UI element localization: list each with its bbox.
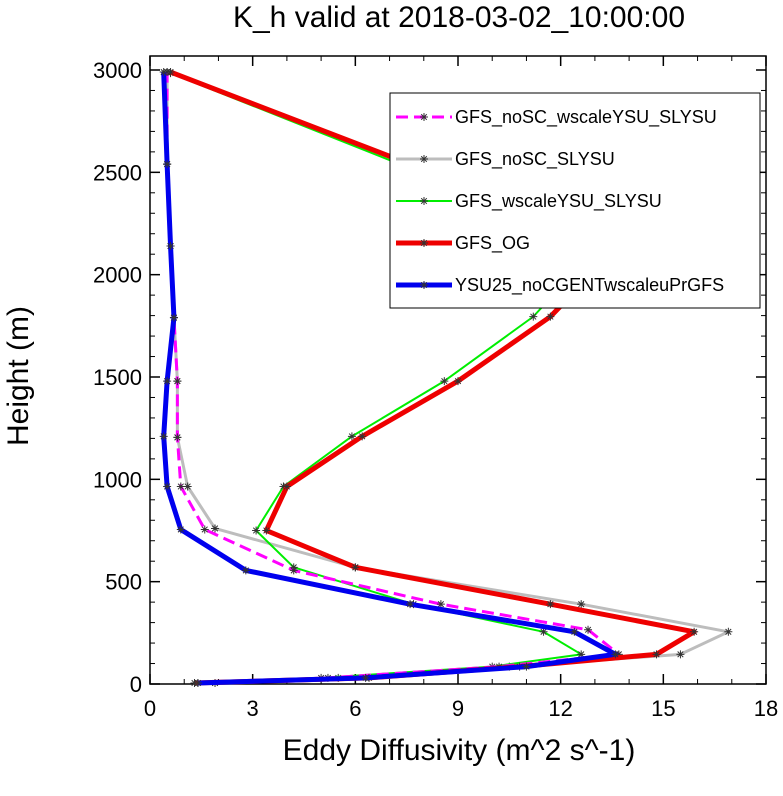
series-marker xyxy=(166,242,175,251)
series-marker xyxy=(546,600,555,609)
y-axis-title: Height (m) xyxy=(2,306,35,446)
y-tick-label: 500 xyxy=(105,570,142,595)
series-marker xyxy=(173,377,182,386)
series-marker xyxy=(163,160,172,169)
series-marker xyxy=(176,482,185,491)
series-marker xyxy=(361,673,370,682)
series-marker xyxy=(262,526,271,535)
series-marker xyxy=(690,627,699,636)
series-marker xyxy=(358,432,367,441)
legend-label: GFS_OG xyxy=(455,233,530,254)
legend-marker xyxy=(420,281,428,289)
x-axis-ticks: 0 3 6 9 12 15 18 xyxy=(144,56,778,721)
y-tick-label: 1500 xyxy=(93,365,142,390)
legend-marker xyxy=(420,155,428,163)
series-marker xyxy=(522,662,531,671)
x-tick-label: 0 xyxy=(144,696,156,721)
x-tick-label: 3 xyxy=(247,696,259,721)
series-marker xyxy=(193,678,202,687)
series-marker xyxy=(676,650,685,659)
series-marker xyxy=(584,625,593,634)
series-marker xyxy=(282,482,291,491)
legend: GFS_noSC_wscaleYSU_SLYSU GFS_noSC_SLYSU GF… xyxy=(389,92,761,309)
x-tick-label: 15 xyxy=(651,696,675,721)
series-marker xyxy=(406,600,415,609)
y-tick-label: 0 xyxy=(130,672,142,697)
chart-title: K_h valid at 2018-03-02_10:00:00 xyxy=(233,1,685,34)
series-marker xyxy=(351,563,360,572)
series-marker xyxy=(173,433,182,442)
legend-label: YSU25_noCGENTwscaleuPrGFS xyxy=(455,275,724,296)
series-marker xyxy=(577,650,586,659)
x-tick-label: 18 xyxy=(754,696,778,721)
series-marker xyxy=(611,650,620,659)
series-marker xyxy=(159,68,168,77)
series-marker xyxy=(454,377,462,386)
series-marker xyxy=(570,627,579,636)
legend-marker xyxy=(420,239,428,247)
x-tick-label: 12 xyxy=(548,696,572,721)
x-axis-title: Eddy Diffusivity (m^2 s^-1) xyxy=(283,734,636,767)
y-tick-label: 2000 xyxy=(93,263,142,288)
series-marker xyxy=(169,313,178,322)
y-axis-ticks: 0 500 1000 1500 2000 2500 3000 xyxy=(93,58,766,697)
series-marker xyxy=(724,627,733,636)
series-marker xyxy=(211,524,220,533)
x-tick-label: 6 xyxy=(349,696,361,721)
series-marker xyxy=(440,377,449,386)
series-marker xyxy=(436,600,445,609)
series-marker xyxy=(176,525,185,534)
series-marker xyxy=(241,566,250,575)
legend-marker xyxy=(420,113,428,121)
series-marker xyxy=(183,482,192,491)
series-marker xyxy=(163,377,172,386)
series-marker xyxy=(252,526,261,535)
series-marker xyxy=(529,312,538,321)
series-4 xyxy=(159,68,620,687)
y-tick-label: 2500 xyxy=(93,160,142,185)
series-marker xyxy=(652,650,661,659)
series-marker xyxy=(577,600,586,609)
series-marker xyxy=(163,482,172,491)
series-marker xyxy=(546,312,555,321)
legend-marker xyxy=(420,197,428,205)
series-marker xyxy=(289,566,298,575)
series-marker xyxy=(539,627,548,636)
series-marker xyxy=(200,525,209,534)
series-marker xyxy=(166,68,175,77)
x-tick-label: 9 xyxy=(452,696,464,721)
y-tick-label: 3000 xyxy=(93,58,142,83)
y-tick-label: 1000 xyxy=(93,467,142,492)
legend-label: GFS_noSC_wscaleYSU_SLYSU xyxy=(455,107,717,128)
series-marker xyxy=(159,432,168,441)
series-marker xyxy=(347,432,356,441)
legend-label: GFS_noSC_SLYSU xyxy=(455,149,615,170)
legend-label: GFS_wscaleYSU_SLYSU xyxy=(455,191,662,212)
